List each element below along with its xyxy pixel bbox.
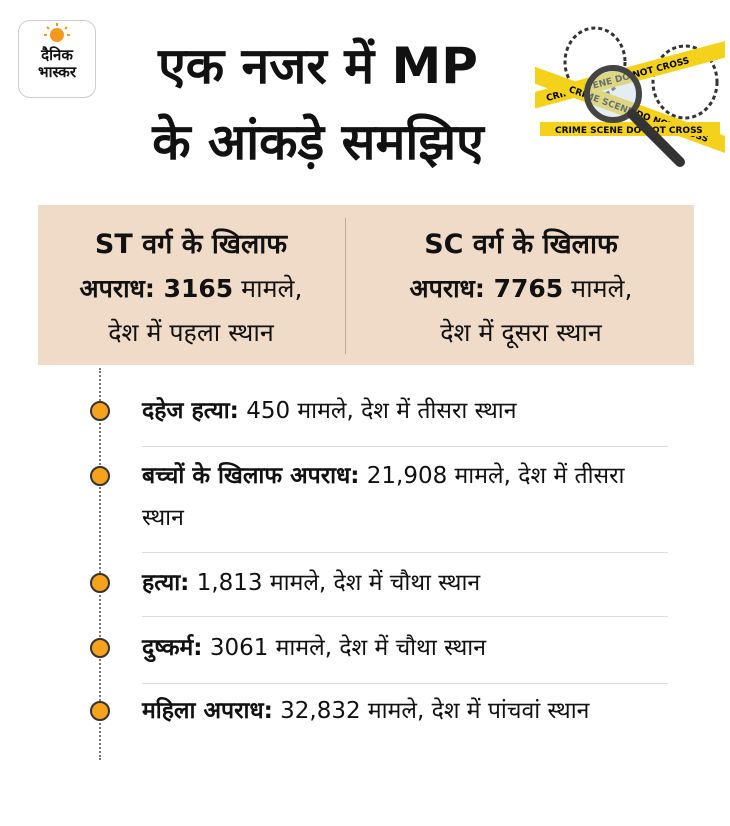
bullet (90, 401, 110, 421)
item-label: दुष्कर्म: (142, 635, 203, 661)
crime-scene-art: CRIME SCENE DO NOT CROSS CRIME SCENE DO … (535, 26, 725, 167)
item-text: 21,908 मामले, देश में तीसरा स्थान (142, 463, 625, 531)
box-bold: अपराध: 3165 (79, 274, 234, 303)
separator (142, 446, 668, 447)
separator (142, 616, 668, 617)
box-line: अपराध: 7765 मामले, (371, 267, 671, 311)
tape-text: CRIME SCENE DO NOT CROSS (555, 126, 703, 136)
box-column: SC वर्ग के खिलाफ अपराध: 7765 मामले, देश … (371, 223, 671, 355)
list-item: हत्या: 1,813 मामले, देश में चौथा स्थान (142, 562, 662, 604)
divider (345, 218, 346, 354)
box-heading: SC वर्ग के खिलाफ (424, 229, 618, 260)
logo: दैनिक भास्कर (18, 20, 96, 98)
item-text: 1,813 मामले, देश में चौथा स्थान (196, 570, 481, 596)
title-line: एक नजर में MP (158, 37, 478, 95)
bullet (90, 573, 110, 593)
item-text: 3061 मामले, देश में चौथा स्थान (209, 635, 486, 661)
bullet (90, 701, 110, 721)
item-label: महिला अपराध: (142, 698, 273, 724)
list-item: दुष्कर्म: 3061 मामले, देश में चौथा स्थान (142, 627, 662, 669)
title: एक नजर में MP के आंकड़े समझिए (108, 28, 528, 180)
list-item: दहेज हत्या: 450 मामले, देश में तीसरा स्थ… (142, 390, 662, 432)
item-label: दहेज हत्या: (142, 398, 239, 424)
box-bold: अपराध: 7765 (409, 274, 564, 303)
box-heading: ST वर्ग के खिलाफ (94, 229, 288, 260)
item-label: हत्या: (142, 570, 190, 596)
bullet (90, 638, 110, 658)
separator (142, 552, 668, 553)
item-label: बच्चों के खिलाफ अपराध: (142, 463, 360, 489)
summary-box: ST वर्ग के खिलाफ अपराध: 3165 मामले, देश … (38, 205, 694, 365)
timeline-rail (99, 368, 101, 760)
logo-line: दैनिक (41, 46, 73, 64)
item-text: 32,832 मामले, देश में पांचवां स्थान (280, 698, 590, 724)
box-line: अपराध: 3165 मामले, (41, 267, 341, 311)
item-text: 450 मामले, देश में तीसरा स्थान (246, 398, 517, 424)
box-text: मामले, (241, 274, 303, 303)
box-text: मामले, (571, 274, 633, 303)
bullet (90, 466, 110, 486)
box-rank: देश में दूसरा स्थान (440, 318, 602, 347)
list-item: बच्चों के खिलाफ अपराध: 21,908 मामले, देश… (142, 455, 662, 539)
list-item: महिला अपराध: 32,832 मामले, देश में पांचव… (142, 690, 662, 732)
logo-line: भास्कर (38, 63, 76, 81)
box-rank: देश में पहला स्थान (108, 318, 274, 347)
logo-sun (44, 23, 70, 42)
box-column: ST वर्ग के खिलाफ अपराध: 3165 मामले, देश … (41, 223, 341, 355)
title-line: के आंकड़े समझिए (152, 113, 484, 171)
separator (142, 683, 668, 684)
